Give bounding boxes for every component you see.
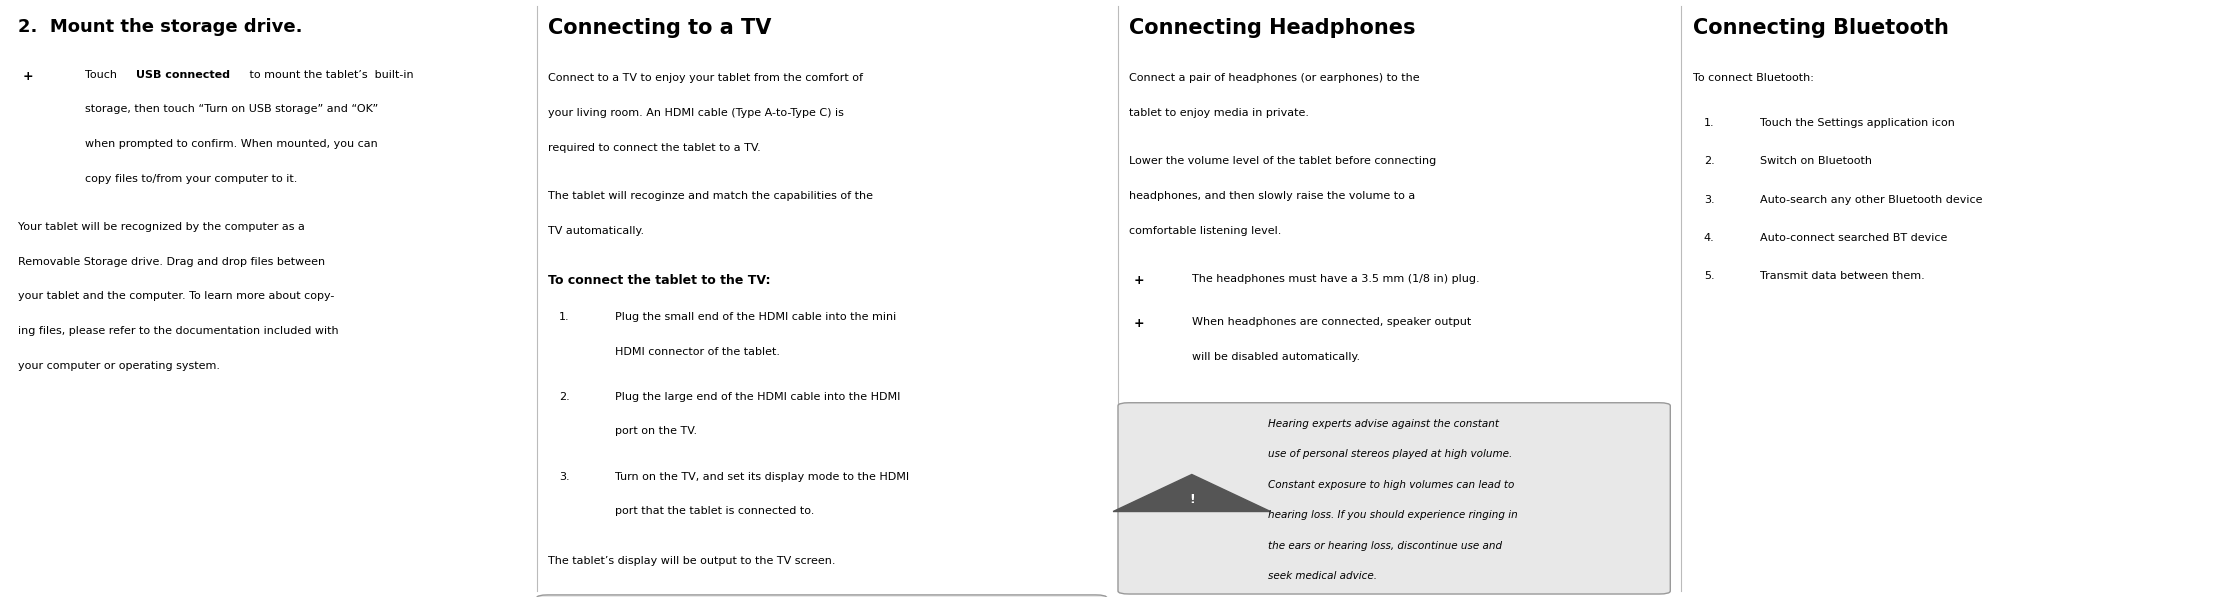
- Text: the ears or hearing loss, discontinue use and: the ears or hearing loss, discontinue us…: [1268, 541, 1503, 551]
- Text: Turn on the TV, and set its display mode to the HDMI: Turn on the TV, and set its display mode…: [615, 472, 910, 482]
- Text: copy files to/from your computer to it.: copy files to/from your computer to it.: [85, 174, 297, 184]
- Text: comfortable listening level.: comfortable listening level.: [1129, 226, 1281, 236]
- Text: 3.: 3.: [1704, 195, 1715, 205]
- Text: tablet to enjoy media in private.: tablet to enjoy media in private.: [1129, 108, 1310, 118]
- Text: ing files, please refer to the documentation included with: ing files, please refer to the documenta…: [18, 326, 338, 336]
- Text: when prompted to confirm. When mounted, you can: when prompted to confirm. When mounted, …: [85, 139, 378, 149]
- Text: +: +: [1134, 274, 1145, 287]
- Text: Plug the large end of the HDMI cable into the HDMI: Plug the large end of the HDMI cable int…: [615, 392, 901, 402]
- Text: use of personal stereos played at high volume.: use of personal stereos played at high v…: [1268, 450, 1512, 459]
- Text: To connect Bluetooth:: To connect Bluetooth:: [1693, 73, 1813, 84]
- Text: Connecting to a TV: Connecting to a TV: [548, 18, 771, 38]
- Text: 1.: 1.: [1704, 118, 1715, 128]
- Text: 1.: 1.: [559, 312, 570, 322]
- Text: Transmit data between them.: Transmit data between them.: [1760, 270, 1925, 281]
- Text: will be disabled automatically.: will be disabled automatically.: [1192, 352, 1359, 362]
- Text: port on the TV.: port on the TV.: [615, 426, 698, 436]
- Text: Lower the volume level of the tablet before connecting: Lower the volume level of the tablet bef…: [1129, 156, 1436, 167]
- Text: 2.: 2.: [1704, 156, 1715, 167]
- Text: !: !: [1190, 493, 1194, 506]
- Text: 3.: 3.: [559, 472, 570, 482]
- Text: HDMI connector of the tablet.: HDMI connector of the tablet.: [615, 347, 780, 357]
- Text: Connecting Bluetooth: Connecting Bluetooth: [1693, 18, 1948, 38]
- Text: Connect a pair of headphones (or earphones) to the: Connect a pair of headphones (or earphon…: [1129, 73, 1420, 84]
- Text: 5.: 5.: [1704, 270, 1715, 281]
- Text: The tablet will recoginze and match the capabilities of the: The tablet will recoginze and match the …: [548, 191, 872, 201]
- Text: Touch the Settings application icon: Touch the Settings application icon: [1760, 118, 1954, 128]
- Text: +: +: [22, 70, 34, 83]
- Text: To connect the tablet to the TV:: To connect the tablet to the TV:: [548, 274, 771, 287]
- Text: port that the tablet is connected to.: port that the tablet is connected to.: [615, 506, 814, 516]
- Text: Plug the small end of the HDMI cable into the mini: Plug the small end of the HDMI cable int…: [615, 312, 897, 322]
- Text: your computer or operating system.: your computer or operating system.: [18, 361, 219, 371]
- Text: required to connect the tablet to a TV.: required to connect the tablet to a TV.: [548, 143, 760, 153]
- Text: Auto-connect searched BT device: Auto-connect searched BT device: [1760, 233, 1948, 242]
- Text: to mount the tablet’s  built-in: to mount the tablet’s built-in: [246, 70, 414, 80]
- Text: your living room. An HDMI cable (Type A-to-Type C) is: your living room. An HDMI cable (Type A-…: [548, 108, 843, 118]
- Text: Switch on Bluetooth: Switch on Bluetooth: [1760, 156, 1872, 167]
- Text: hearing loss. If you should experience ringing in: hearing loss. If you should experience r…: [1268, 510, 1518, 520]
- Text: seek medical advice.: seek medical advice.: [1268, 571, 1377, 581]
- Text: Removable Storage drive. Drag and drop files between: Removable Storage drive. Drag and drop f…: [18, 257, 324, 267]
- Text: Hearing experts advise against the constant: Hearing experts advise against the const…: [1268, 419, 1498, 429]
- Text: your tablet and the computer. To learn more about copy-: your tablet and the computer. To learn m…: [18, 291, 333, 301]
- Text: headphones, and then slowly raise the volume to a: headphones, and then slowly raise the vo…: [1129, 191, 1415, 201]
- Text: Your tablet will be recognized by the computer as a: Your tablet will be recognized by the co…: [18, 222, 304, 232]
- Text: 4.: 4.: [1704, 233, 1715, 242]
- FancyBboxPatch shape: [537, 595, 1107, 597]
- Text: Auto-search any other Bluetooth device: Auto-search any other Bluetooth device: [1760, 195, 1983, 205]
- Text: USB connected: USB connected: [136, 70, 230, 80]
- Polygon shape: [1114, 475, 1270, 512]
- Text: The headphones must have a 3.5 mm (1/8 in) plug.: The headphones must have a 3.5 mm (1/8 i…: [1192, 274, 1480, 284]
- Text: 2.  Mount the storage drive.: 2. Mount the storage drive.: [18, 18, 302, 36]
- Text: Touch: Touch: [85, 70, 121, 80]
- Text: The tablet’s display will be output to the TV screen.: The tablet’s display will be output to t…: [548, 556, 836, 567]
- Text: When headphones are connected, speaker output: When headphones are connected, speaker o…: [1192, 318, 1471, 327]
- Text: Connecting Headphones: Connecting Headphones: [1129, 18, 1415, 38]
- Text: 2.: 2.: [559, 392, 570, 402]
- Text: Connect to a TV to enjoy your tablet from the comfort of: Connect to a TV to enjoy your tablet fro…: [548, 73, 863, 84]
- Text: +: +: [1134, 318, 1145, 330]
- Text: storage, then touch “Turn on USB storage” and “OK”: storage, then touch “Turn on USB storage…: [85, 104, 378, 115]
- Text: TV automatically.: TV automatically.: [548, 226, 644, 236]
- FancyBboxPatch shape: [1118, 403, 1670, 594]
- Text: Constant exposure to high volumes can lead to: Constant exposure to high volumes can le…: [1268, 480, 1514, 490]
